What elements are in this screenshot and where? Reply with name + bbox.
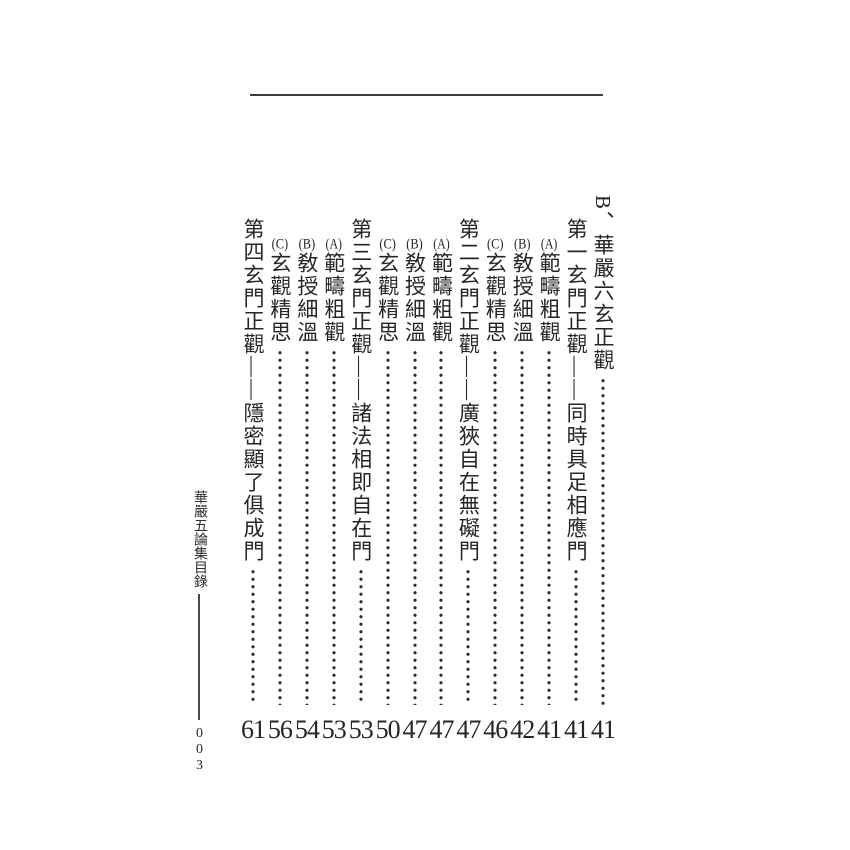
dotted-leader: [277, 349, 282, 705]
toc-entry: (B)敎授細溫 47: [402, 195, 428, 743]
toc-entry-title: 第四玄門正觀——隱密顯了俱成門: [240, 218, 266, 563]
toc-entry: B、華嚴六玄正觀 41: [590, 195, 616, 743]
toc-entry-title: (A)範疇粗觀: [321, 237, 347, 344]
toc-entry-title: (B)敎授細溫: [294, 237, 320, 344]
toc-entry: (B)敎授細溫 42: [509, 195, 535, 743]
toc-entry-title-text: 第一玄門正觀——同時具足相應門: [564, 218, 589, 563]
toc-entry-page-number: 61: [241, 715, 266, 744]
toc-entry-page-number: 41: [537, 715, 562, 744]
toc-entry-label: (A): [433, 237, 450, 252]
toc-entry-page-number: 47: [456, 715, 481, 744]
toc-entry: (C)玄觀精思 56: [267, 195, 293, 743]
toc-entry-title-text: 玄觀精思: [483, 252, 508, 344]
toc-entry-label: (B): [298, 237, 316, 252]
toc-entry-title-text: 第三玄門正觀——諸法相即自在門: [348, 218, 373, 563]
toc-entry-title-text: 範疇粗觀: [537, 252, 562, 344]
toc-entry-title: 第二玄門正觀——廣狹自在無礙門: [455, 218, 481, 563]
toc-entry: (A)範疇粗觀 53: [321, 195, 347, 743]
dotted-leader: [251, 568, 255, 705]
toc-entry-page-number: 56: [267, 715, 293, 744]
toc-entry-page-number: 53: [348, 715, 374, 744]
dotted-leader: [493, 349, 498, 705]
toc-entry-label: (C): [379, 237, 396, 252]
toc-entry-label: (B): [406, 237, 423, 252]
toc-entry-title: (B)敎授細溫: [509, 237, 535, 344]
toc-entry-page-number: 47: [429, 715, 454, 744]
folio-page-number: 003: [192, 726, 207, 774]
header-rule: [250, 94, 603, 96]
toc-entry-label: (A): [325, 237, 343, 252]
toc-entry: 第三玄門正觀——諸法相即自在門 53: [348, 195, 374, 743]
toc-columns: B、華嚴六玄正觀 41 第一玄門正觀——同時具足相應門 41 (A)範疇粗觀 4…: [240, 195, 616, 743]
toc-entry-title: (B)敎授細溫: [402, 237, 428, 344]
toc-entry-title: 第三玄門正觀——諸法相即自在門: [348, 218, 374, 563]
spine-footer: 華嚴五論集目錄 003: [184, 490, 214, 774]
toc-entry: 第二玄門正觀——廣狹自在無礙門 47: [455, 195, 481, 743]
toc-entry-title-text: 範疇粗觀: [321, 252, 346, 344]
toc-entry: (C)玄觀精思 46: [482, 195, 508, 743]
dotted-leader: [466, 568, 471, 705]
dotted-leader: [600, 377, 605, 705]
toc-entry-page-number: 46: [483, 715, 508, 744]
dotted-leader: [520, 349, 525, 705]
dotted-leader: [574, 568, 579, 705]
dotted-leader: [358, 568, 363, 705]
toc-entry-title: B、華嚴六玄正觀: [590, 195, 616, 372]
toc-entry-page-number: 53: [321, 715, 347, 744]
toc-entry-title: (C)玄觀精思: [375, 237, 401, 344]
toc-entry: 第一玄門正觀——同時具足相應門 41: [563, 195, 589, 743]
toc-entry-title: 第一玄門正觀——同時具足相應門: [563, 218, 589, 563]
toc-entry: (B)敎授細溫 54: [294, 195, 320, 743]
dotted-leader: [304, 349, 309, 705]
toc-entry-title-text: 玄觀精思: [267, 252, 292, 344]
toc-entry-title-text: 範疇粗觀: [429, 252, 454, 344]
book-title: 華嚴五論集目錄: [192, 490, 207, 588]
toc-entry-title-text: 敎授細溫: [402, 252, 427, 344]
toc-entry-title-text: 敎授細溫: [294, 252, 319, 344]
toc-entry-page-number: 41: [564, 715, 589, 744]
toc-entry-title-text: 第四玄門正觀——隱密顯了俱成門: [241, 218, 265, 563]
toc-entry: (A)範疇粗觀 41: [536, 195, 562, 743]
toc-entry-label: (A): [540, 237, 558, 252]
toc-entry-page-number: 50: [375, 715, 401, 744]
toc-entry-page-number: 54: [294, 715, 320, 744]
toc-entry-page-number: 41: [590, 715, 616, 744]
dotted-leader: [547, 349, 552, 705]
toc-entry-label: (C): [487, 237, 504, 252]
toc-entry-title-text: 玄觀精思: [375, 252, 400, 344]
dotted-leader: [331, 349, 336, 705]
toc-entry: 第四玄門正觀——隱密顯了俱成門 61: [240, 195, 266, 743]
toc-entry-label: (C): [271, 237, 289, 252]
toc-entry: (A)範疇粗觀 47: [428, 195, 454, 743]
toc-entry-title: (A)範疇粗觀: [536, 237, 562, 344]
toc-entry-page-number: 47: [402, 715, 428, 744]
toc-entry-title: (C)玄觀精思: [267, 237, 293, 344]
toc-entry-label: (B): [513, 237, 531, 252]
spine-rule: [198, 594, 200, 720]
toc-entry-title-text: 敎授細溫: [510, 252, 535, 344]
toc-entry: (C)玄觀精思 50: [375, 195, 401, 743]
toc-entry-title: (C)玄觀精思: [482, 237, 508, 344]
toc-entry-page-number: 42: [510, 715, 535, 744]
dotted-leader: [439, 349, 444, 705]
toc-entry-title-text: 第二玄門正觀——廣狹自在無礙門: [456, 218, 481, 563]
toc-entry-title-text: B、華嚴六玄正觀: [590, 195, 615, 373]
dotted-leader: [412, 349, 417, 705]
toc-entry-title: (A)範疇粗觀: [428, 237, 454, 344]
dotted-leader: [385, 349, 390, 705]
